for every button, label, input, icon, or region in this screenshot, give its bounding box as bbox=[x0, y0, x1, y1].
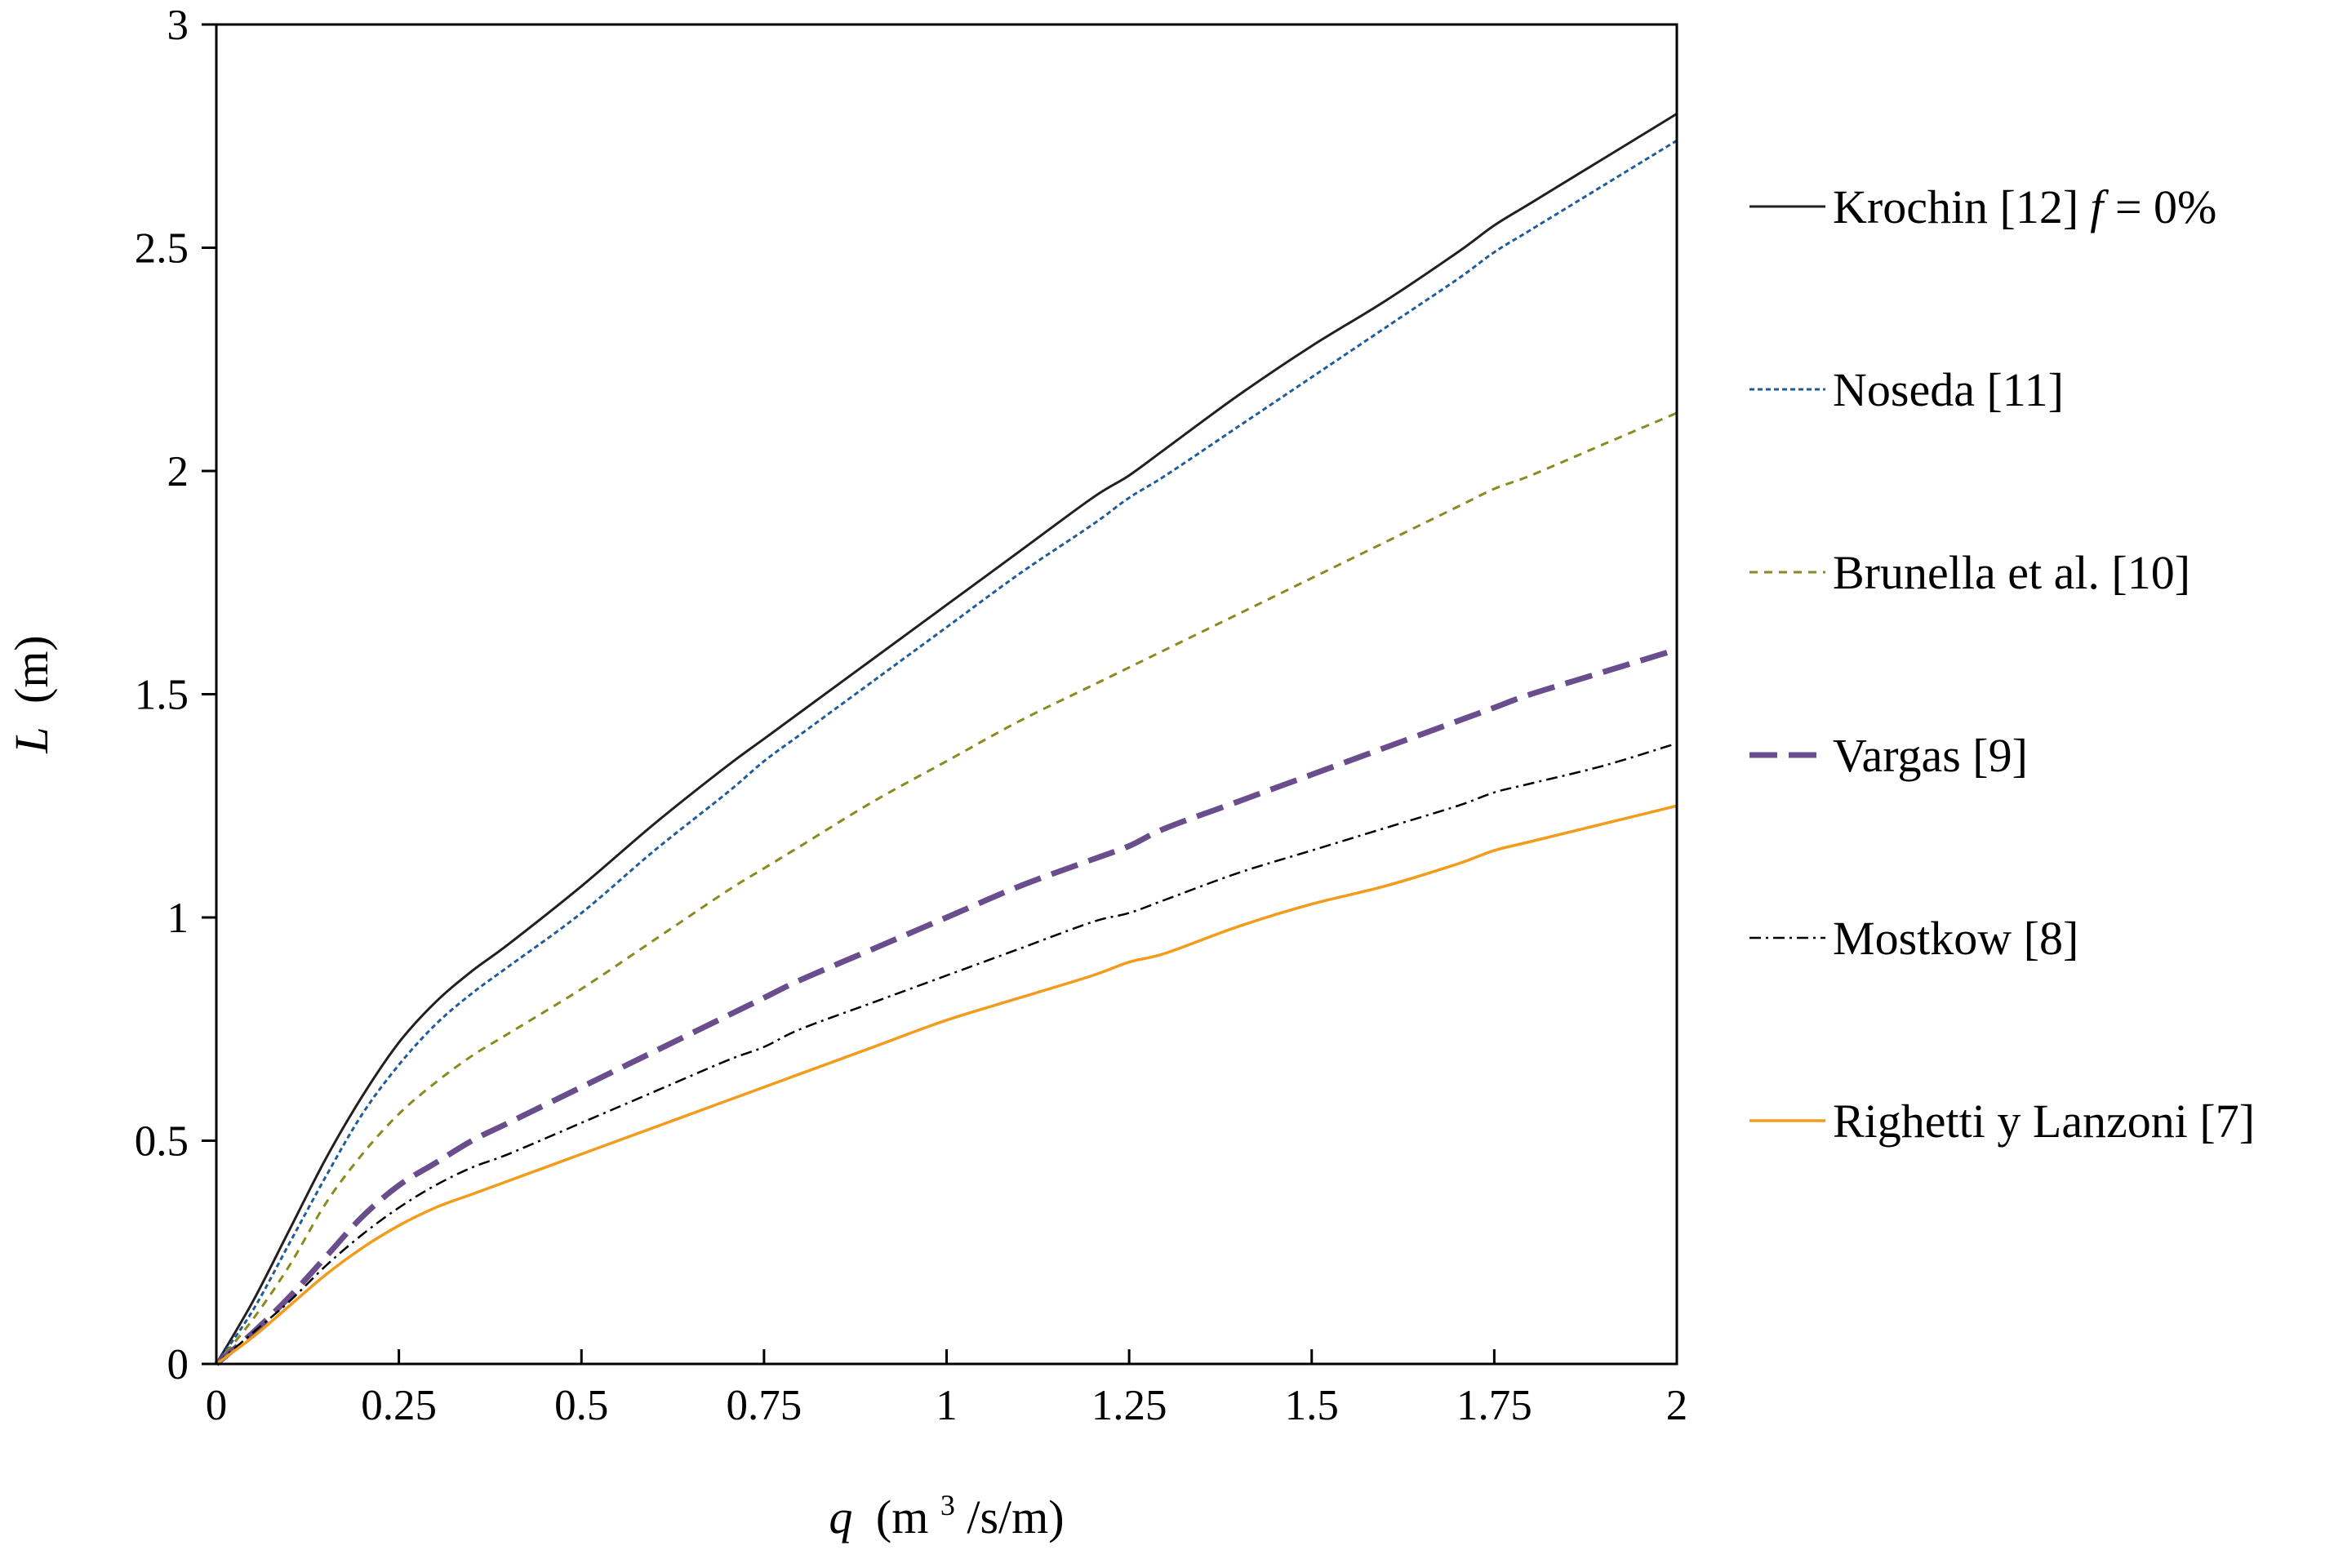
y-tick-label: 2.5 bbox=[135, 225, 189, 273]
y-axis-title: L (m) bbox=[5, 635, 58, 754]
series-line-2 bbox=[215, 139, 1678, 1365]
legend-item: Noseda [11] bbox=[1749, 363, 2064, 416]
x-tick-label: 0.25 bbox=[361, 1382, 437, 1429]
legend: Krochin [12] f = 0% Noseda [11] Brunella et… bbox=[1749, 180, 2255, 1148]
y-tick-label: 3 bbox=[167, 2, 189, 49]
y-tick-label: 1.5 bbox=[135, 672, 189, 719]
legend-label: Righetti y Lanzoni [7] bbox=[1833, 1095, 2255, 1148]
x-axis-title: q (m 3 /s/m) bbox=[829, 1472, 1064, 1544]
series-line-6 bbox=[215, 804, 1678, 1366]
series-layer bbox=[214, 113, 1678, 1366]
x-tick-label: 1.25 bbox=[1091, 1382, 1167, 1429]
x-tick-label: 0.75 bbox=[727, 1382, 802, 1429]
x-tick-label: 1.75 bbox=[1456, 1382, 1532, 1429]
y-tick-label: 2 bbox=[167, 448, 189, 495]
y-axis-var: L bbox=[5, 726, 58, 753]
legend-label-name: Krochin [12] bbox=[1833, 180, 2078, 233]
legend-label: Mostkow [8] bbox=[1833, 912, 2078, 965]
x-tick-label: 1.5 bbox=[1285, 1382, 1339, 1429]
legend-item: Brunella et al. [10] bbox=[1749, 546, 2190, 599]
x-tick-label: 0 bbox=[206, 1382, 228, 1429]
x-tick-label: 2 bbox=[1666, 1382, 1688, 1429]
series-line-4 bbox=[214, 646, 1678, 1366]
legend-label-name: Brunella et al. [10] bbox=[1833, 546, 2190, 599]
series-line-5 bbox=[216, 742, 1678, 1365]
legend-label: Noseda [11] bbox=[1833, 363, 2064, 416]
legend-label: Krochin [12] f = 0% bbox=[1833, 180, 2216, 233]
y-tick-label: 0.5 bbox=[135, 1118, 189, 1166]
y-tick-label: 0 bbox=[167, 1341, 189, 1388]
legend-label-suffix: = 0% bbox=[2103, 180, 2216, 233]
series-line-1 bbox=[215, 113, 1678, 1365]
legend-item: Krochin [12] f = 0% bbox=[1749, 180, 2216, 233]
y-axis-unit: (m) bbox=[5, 635, 58, 704]
series-line-3 bbox=[215, 411, 1678, 1365]
legend-label-name: Righetti y Lanzoni [7] bbox=[1833, 1095, 2255, 1148]
y-axis: 0 0.5 1 1.5 2 2.5 3 bbox=[135, 2, 216, 1388]
x-axis: 0 0.25 0.5 0.75 1 1.25 1.5 1.75 2 bbox=[206, 1349, 1688, 1429]
x-axis-unit-post: /s/m) bbox=[967, 1490, 1064, 1544]
y-tick-label: 1 bbox=[167, 895, 189, 942]
legend-label-name: Noseda [11] bbox=[1833, 363, 2064, 416]
x-axis-unit-pre: (m bbox=[876, 1490, 928, 1544]
legend-item: Vargas [9] bbox=[1749, 729, 2028, 782]
legend-item: Mostkow [8] bbox=[1749, 912, 2078, 965]
x-tick-label: 1 bbox=[936, 1382, 958, 1429]
x-tick-label: 0.5 bbox=[554, 1382, 608, 1429]
legend-label: Vargas [9] bbox=[1833, 729, 2028, 782]
legend-item: Righetti y Lanzoni [7] bbox=[1749, 1095, 2255, 1148]
x-axis-var: q bbox=[829, 1490, 852, 1544]
legend-label: Brunella et al. [10] bbox=[1833, 546, 2190, 599]
legend-label-name: Mostkow [8] bbox=[1833, 912, 2078, 965]
legend-label-name: Vargas [9] bbox=[1833, 729, 2028, 782]
x-axis-unit-sup: 3 bbox=[940, 1489, 955, 1521]
